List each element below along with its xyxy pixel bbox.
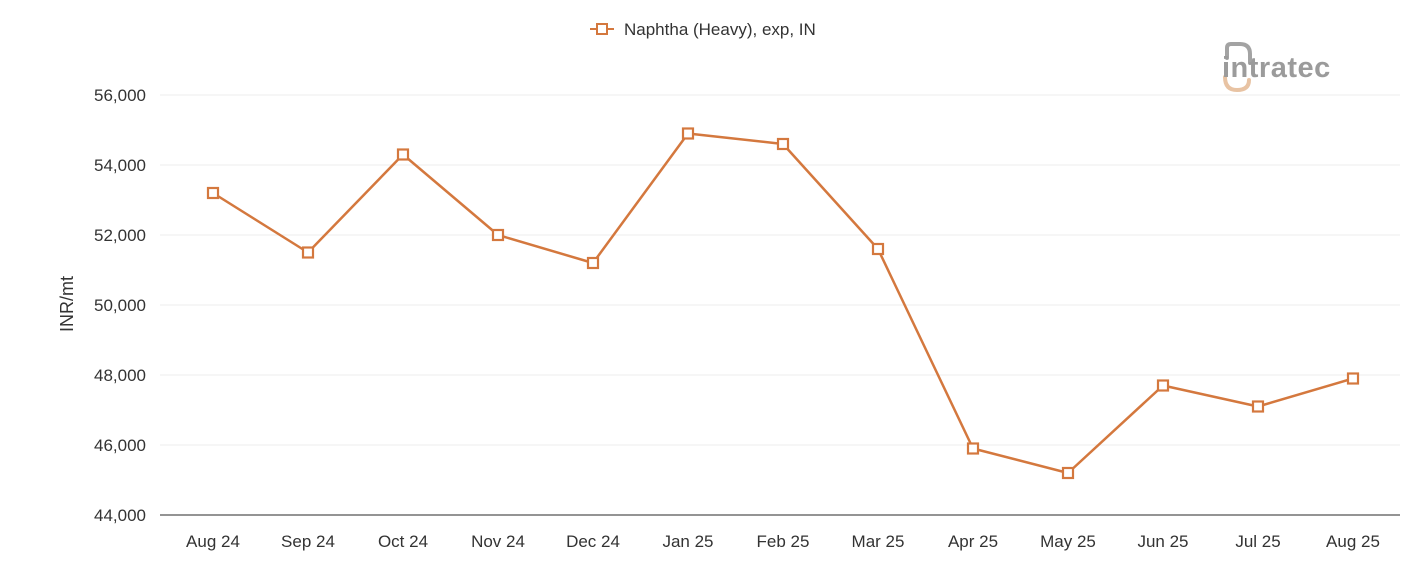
- x-tick-label: Feb 25: [757, 532, 810, 551]
- x-tick-label: Sep 24: [281, 532, 335, 551]
- series-layer: [206, 127, 1360, 480]
- data-point[interactable]: [1061, 466, 1075, 480]
- x-tick-label: Nov 24: [471, 532, 525, 551]
- intratec-logo: intratec: [1222, 42, 1331, 93]
- y-tick-label: 48,000: [94, 366, 146, 385]
- data-point[interactable]: [871, 242, 885, 256]
- logo-text: intratec: [1222, 52, 1331, 84]
- data-point[interactable]: [1156, 379, 1170, 392]
- y-tick-label: 46,000: [94, 436, 146, 455]
- data-point[interactable]: [586, 256, 600, 270]
- x-tick-label: Mar 25: [852, 532, 905, 551]
- x-tick-label: Jul 25: [1235, 532, 1280, 551]
- data-point[interactable]: [681, 127, 695, 140]
- legend-label: Naphtha (Heavy), exp, IN: [624, 20, 816, 39]
- data-point[interactable]: [206, 186, 220, 200]
- legend-marker-icon: [596, 23, 608, 35]
- y-tick-label: 50,000: [94, 296, 146, 315]
- x-tick-label: Oct 24: [378, 532, 428, 551]
- data-point[interactable]: [1251, 400, 1265, 413]
- data-point[interactable]: [776, 137, 790, 151]
- data-point[interactable]: [396, 148, 410, 161]
- x-tick-label: Apr 25: [948, 532, 998, 551]
- y-tick-label: 54,000: [94, 156, 146, 175]
- logo-accent-icon: [1223, 75, 1251, 93]
- x-tick-label: Dec 24: [566, 532, 620, 551]
- logo-mark-icon: [1225, 42, 1252, 65]
- x-tick-label: Jan 25: [662, 532, 713, 551]
- data-point[interactable]: [1346, 372, 1360, 385]
- x-axis: Aug 24 Sep 24 Oct 24 Nov 24 Dec 24 Jan 25 Feb …: [160, 514, 1400, 551]
- y-tick-label: 56,000: [94, 86, 146, 105]
- y-tick-label: 44,000: [94, 506, 146, 525]
- data-point[interactable]: [966, 442, 980, 455]
- y-tick-label: 52,000: [94, 226, 146, 245]
- y-axis-title: INR/mt: [57, 276, 77, 332]
- y-axis: 44,000 46,000 48,000 50,000 52,000 54,000 56,0…: [94, 86, 146, 525]
- data-point[interactable]: [301, 246, 315, 259]
- grid-layer: [160, 94, 1400, 446]
- legend[interactable]: Naphtha (Heavy), exp, IN: [590, 20, 816, 39]
- series-line: [212, 132, 1354, 475]
- x-tick-label: Aug 25: [1326, 532, 1380, 551]
- x-tick-label: May 25: [1040, 532, 1096, 551]
- data-point[interactable]: [491, 228, 505, 242]
- x-tick-label: Aug 24: [186, 532, 240, 551]
- x-tick-label: Jun 25: [1137, 532, 1188, 551]
